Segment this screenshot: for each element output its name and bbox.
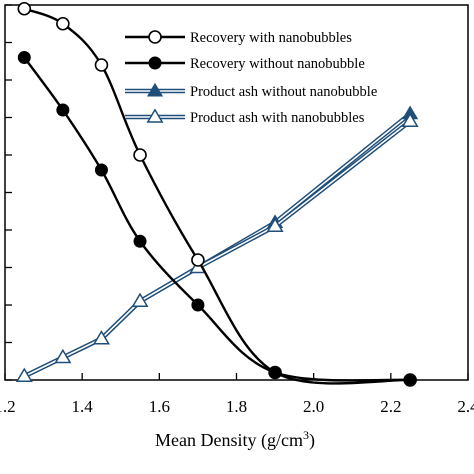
series-line — [23, 111, 412, 379]
legend-item: Product ash without nanobubble — [125, 82, 377, 100]
data-point — [17, 1, 32, 16]
data-point — [56, 103, 70, 117]
series-product-ash-with-nanobubbles — [15, 112, 419, 383]
data-point — [191, 298, 205, 312]
data-point — [148, 30, 162, 44]
data-point — [94, 58, 109, 72]
data-point — [268, 366, 282, 379]
x-tick-label: 1.6 — [149, 397, 170, 416]
legend-label: Recovery without nanobubble — [190, 56, 365, 72]
series-line-inner — [23, 113, 411, 377]
series-layer — [15, 1, 419, 387]
x-tick-label: 1.2 — [0, 397, 16, 416]
data-point — [56, 16, 70, 31]
x-tick-label: 2.4 — [457, 397, 474, 416]
data-point — [94, 163, 108, 177]
data-point — [54, 348, 72, 364]
x-tick-label: 1.4 — [72, 397, 94, 416]
x-tick-label: 2.2 — [380, 397, 401, 416]
series-line — [23, 56, 411, 382]
legend: Recovery with nanobubbles Recovery withou… — [125, 30, 377, 126]
data-point — [17, 51, 31, 64]
legend-label: Recovery with nanobubbles — [190, 30, 352, 46]
x-axis-label: Mean Density (g/cm3) — [155, 428, 315, 451]
ticks: 1.2 1.4 1.6 1.8 2.0 2.2 2.4 — [0, 4, 474, 416]
data-point — [133, 148, 147, 162]
data-point — [401, 112, 419, 128]
data-point — [191, 253, 205, 267]
data-point — [92, 330, 110, 345]
legend-item: Recovery with nanobubbles — [125, 30, 352, 46]
data-point — [148, 56, 162, 70]
series-product-ash-without-nanobubble — [16, 105, 419, 382]
series-line — [23, 7, 411, 385]
x-tick-label: 2.0 — [303, 397, 324, 416]
data-point — [133, 234, 147, 248]
x-tick-label: 1.8 — [226, 397, 247, 416]
legend-label: Product ash without nanobubble — [190, 84, 377, 100]
data-point — [131, 292, 149, 308]
data-point — [266, 217, 284, 233]
data-point — [146, 82, 164, 97]
legend-item: Product ash with nanobubbles — [125, 108, 365, 126]
data-point — [403, 373, 417, 387]
legend-item: Recovery without nanobubble — [125, 56, 365, 72]
series-recovery-without-nanobubble — [17, 51, 417, 387]
data-point — [146, 108, 164, 123]
legend-label: Product ash with nanobubbles — [190, 110, 365, 126]
data-point — [15, 367, 33, 383]
